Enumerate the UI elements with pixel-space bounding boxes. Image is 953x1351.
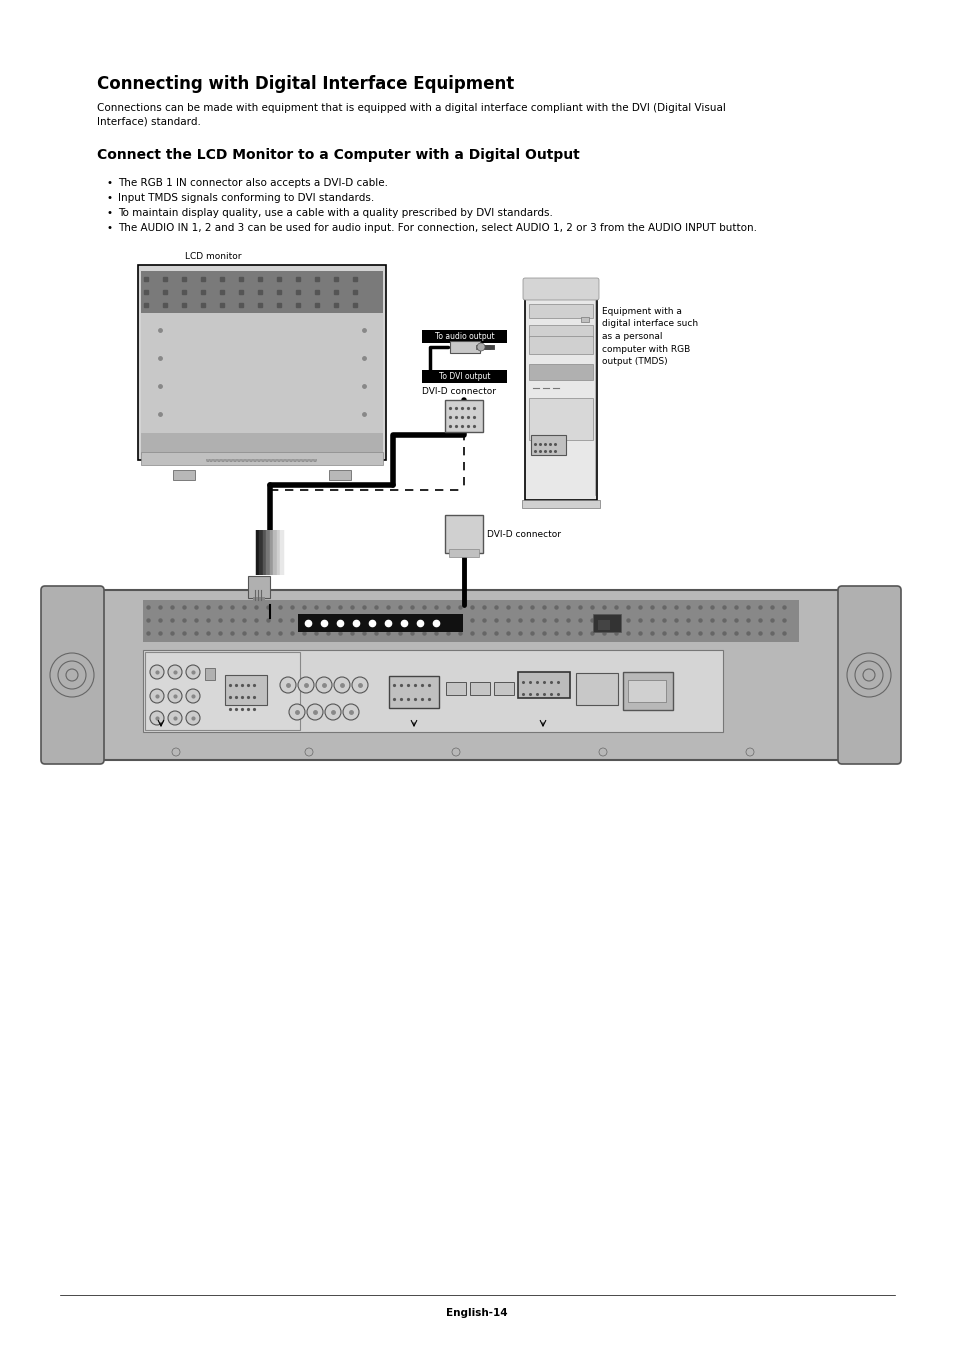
Circle shape	[186, 711, 200, 725]
Text: •: •	[107, 208, 112, 218]
Bar	[622, 671, 672, 711]
Bar	[421, 370, 506, 382]
Text: To DVI output: To DVI output	[438, 372, 490, 381]
Text: The RGB 1 IN connector also accepts a DVI-D cable.: The RGB 1 IN connector also accepts a DV…	[118, 178, 388, 188]
Bar	[470, 682, 490, 694]
Circle shape	[186, 665, 200, 680]
FancyBboxPatch shape	[522, 278, 598, 300]
Text: •: •	[107, 223, 112, 232]
Bar	[389, 676, 438, 708]
Text: Input TMDS signals conforming to DVI standards.: Input TMDS signals conforming to DVI sta…	[118, 193, 374, 203]
FancyBboxPatch shape	[837, 586, 900, 765]
Bar	[141, 313, 382, 455]
Text: DVI-D connector: DVI-D connector	[486, 530, 560, 539]
Circle shape	[343, 704, 358, 720]
Bar	[444, 400, 482, 432]
Circle shape	[280, 677, 295, 693]
Bar	[138, 265, 386, 459]
Bar	[531, 435, 565, 455]
Bar	[494, 682, 514, 694]
Bar	[143, 650, 722, 732]
Bar	[225, 676, 267, 705]
Text: Connect the LCD Monitor to a Computer with a Digital Output: Connect the LCD Monitor to a Computer wi…	[97, 149, 579, 162]
Text: DVI-D connector: DVI-D connector	[421, 386, 496, 396]
Bar	[172, 470, 194, 480]
Circle shape	[168, 689, 182, 703]
Text: Equipment with a
digital interface such
as a personal
computer with RGB
output (: Equipment with a digital interface such …	[601, 307, 698, 366]
Text: wwwwwwwwwwwwwwwwwwwwwwwwwwww: wwwwwwwwwwwwwwwwwwwwwwwwwwww	[206, 458, 317, 463]
Text: Connecting with Digital Interface Equipment: Connecting with Digital Interface Equipm…	[97, 76, 514, 93]
Circle shape	[150, 665, 164, 680]
Bar	[449, 549, 478, 557]
Circle shape	[307, 704, 323, 720]
Bar	[141, 453, 382, 465]
Bar	[524, 280, 597, 500]
Bar	[593, 613, 620, 632]
Bar	[446, 682, 465, 694]
Bar	[580, 317, 588, 322]
Circle shape	[289, 704, 305, 720]
Circle shape	[325, 704, 340, 720]
Circle shape	[305, 748, 313, 757]
Bar	[517, 671, 569, 698]
Circle shape	[476, 343, 484, 351]
Bar	[103, 590, 838, 761]
Bar	[145, 653, 299, 730]
Bar	[450, 340, 479, 353]
Bar	[576, 673, 618, 705]
Bar	[253, 597, 265, 605]
Circle shape	[745, 748, 753, 757]
Text: To audio output: To audio output	[435, 332, 494, 340]
Text: Interface) standard.: Interface) standard.	[97, 116, 201, 126]
Circle shape	[334, 677, 350, 693]
Circle shape	[168, 711, 182, 725]
Circle shape	[297, 677, 314, 693]
Circle shape	[598, 748, 606, 757]
Circle shape	[150, 689, 164, 703]
Bar	[529, 326, 593, 336]
Bar	[529, 304, 593, 317]
Bar	[529, 399, 593, 440]
Bar	[205, 667, 214, 680]
Bar	[627, 680, 665, 703]
Circle shape	[172, 748, 180, 757]
Bar	[421, 330, 506, 343]
Text: •: •	[107, 178, 112, 188]
Bar	[141, 272, 382, 313]
Bar	[248, 576, 270, 598]
Circle shape	[186, 689, 200, 703]
Circle shape	[452, 748, 459, 757]
Text: English-14: English-14	[446, 1308, 507, 1319]
Text: •: •	[107, 193, 112, 203]
Circle shape	[352, 677, 368, 693]
Circle shape	[315, 677, 332, 693]
Bar	[329, 470, 351, 480]
Bar	[529, 363, 593, 380]
Bar	[444, 515, 482, 553]
Text: The AUDIO IN 1, 2 and 3 can be used for audio input. For connection, select AUDI: The AUDIO IN 1, 2 and 3 can be used for …	[118, 223, 757, 232]
Text: To maintain display quality, use a cable with a quality prescribed by DVI standa: To maintain display quality, use a cable…	[118, 208, 553, 218]
Bar	[521, 500, 599, 508]
Circle shape	[150, 711, 164, 725]
Circle shape	[168, 665, 182, 680]
Bar	[143, 600, 799, 642]
Text: LCD monitor: LCD monitor	[185, 253, 241, 261]
Bar	[297, 613, 462, 632]
Bar	[598, 620, 609, 630]
FancyBboxPatch shape	[41, 586, 104, 765]
Text: Connections can be made with equipment that is equipped with a digital interface: Connections can be made with equipment t…	[97, 103, 725, 113]
Bar	[529, 336, 593, 354]
Bar	[141, 434, 382, 455]
